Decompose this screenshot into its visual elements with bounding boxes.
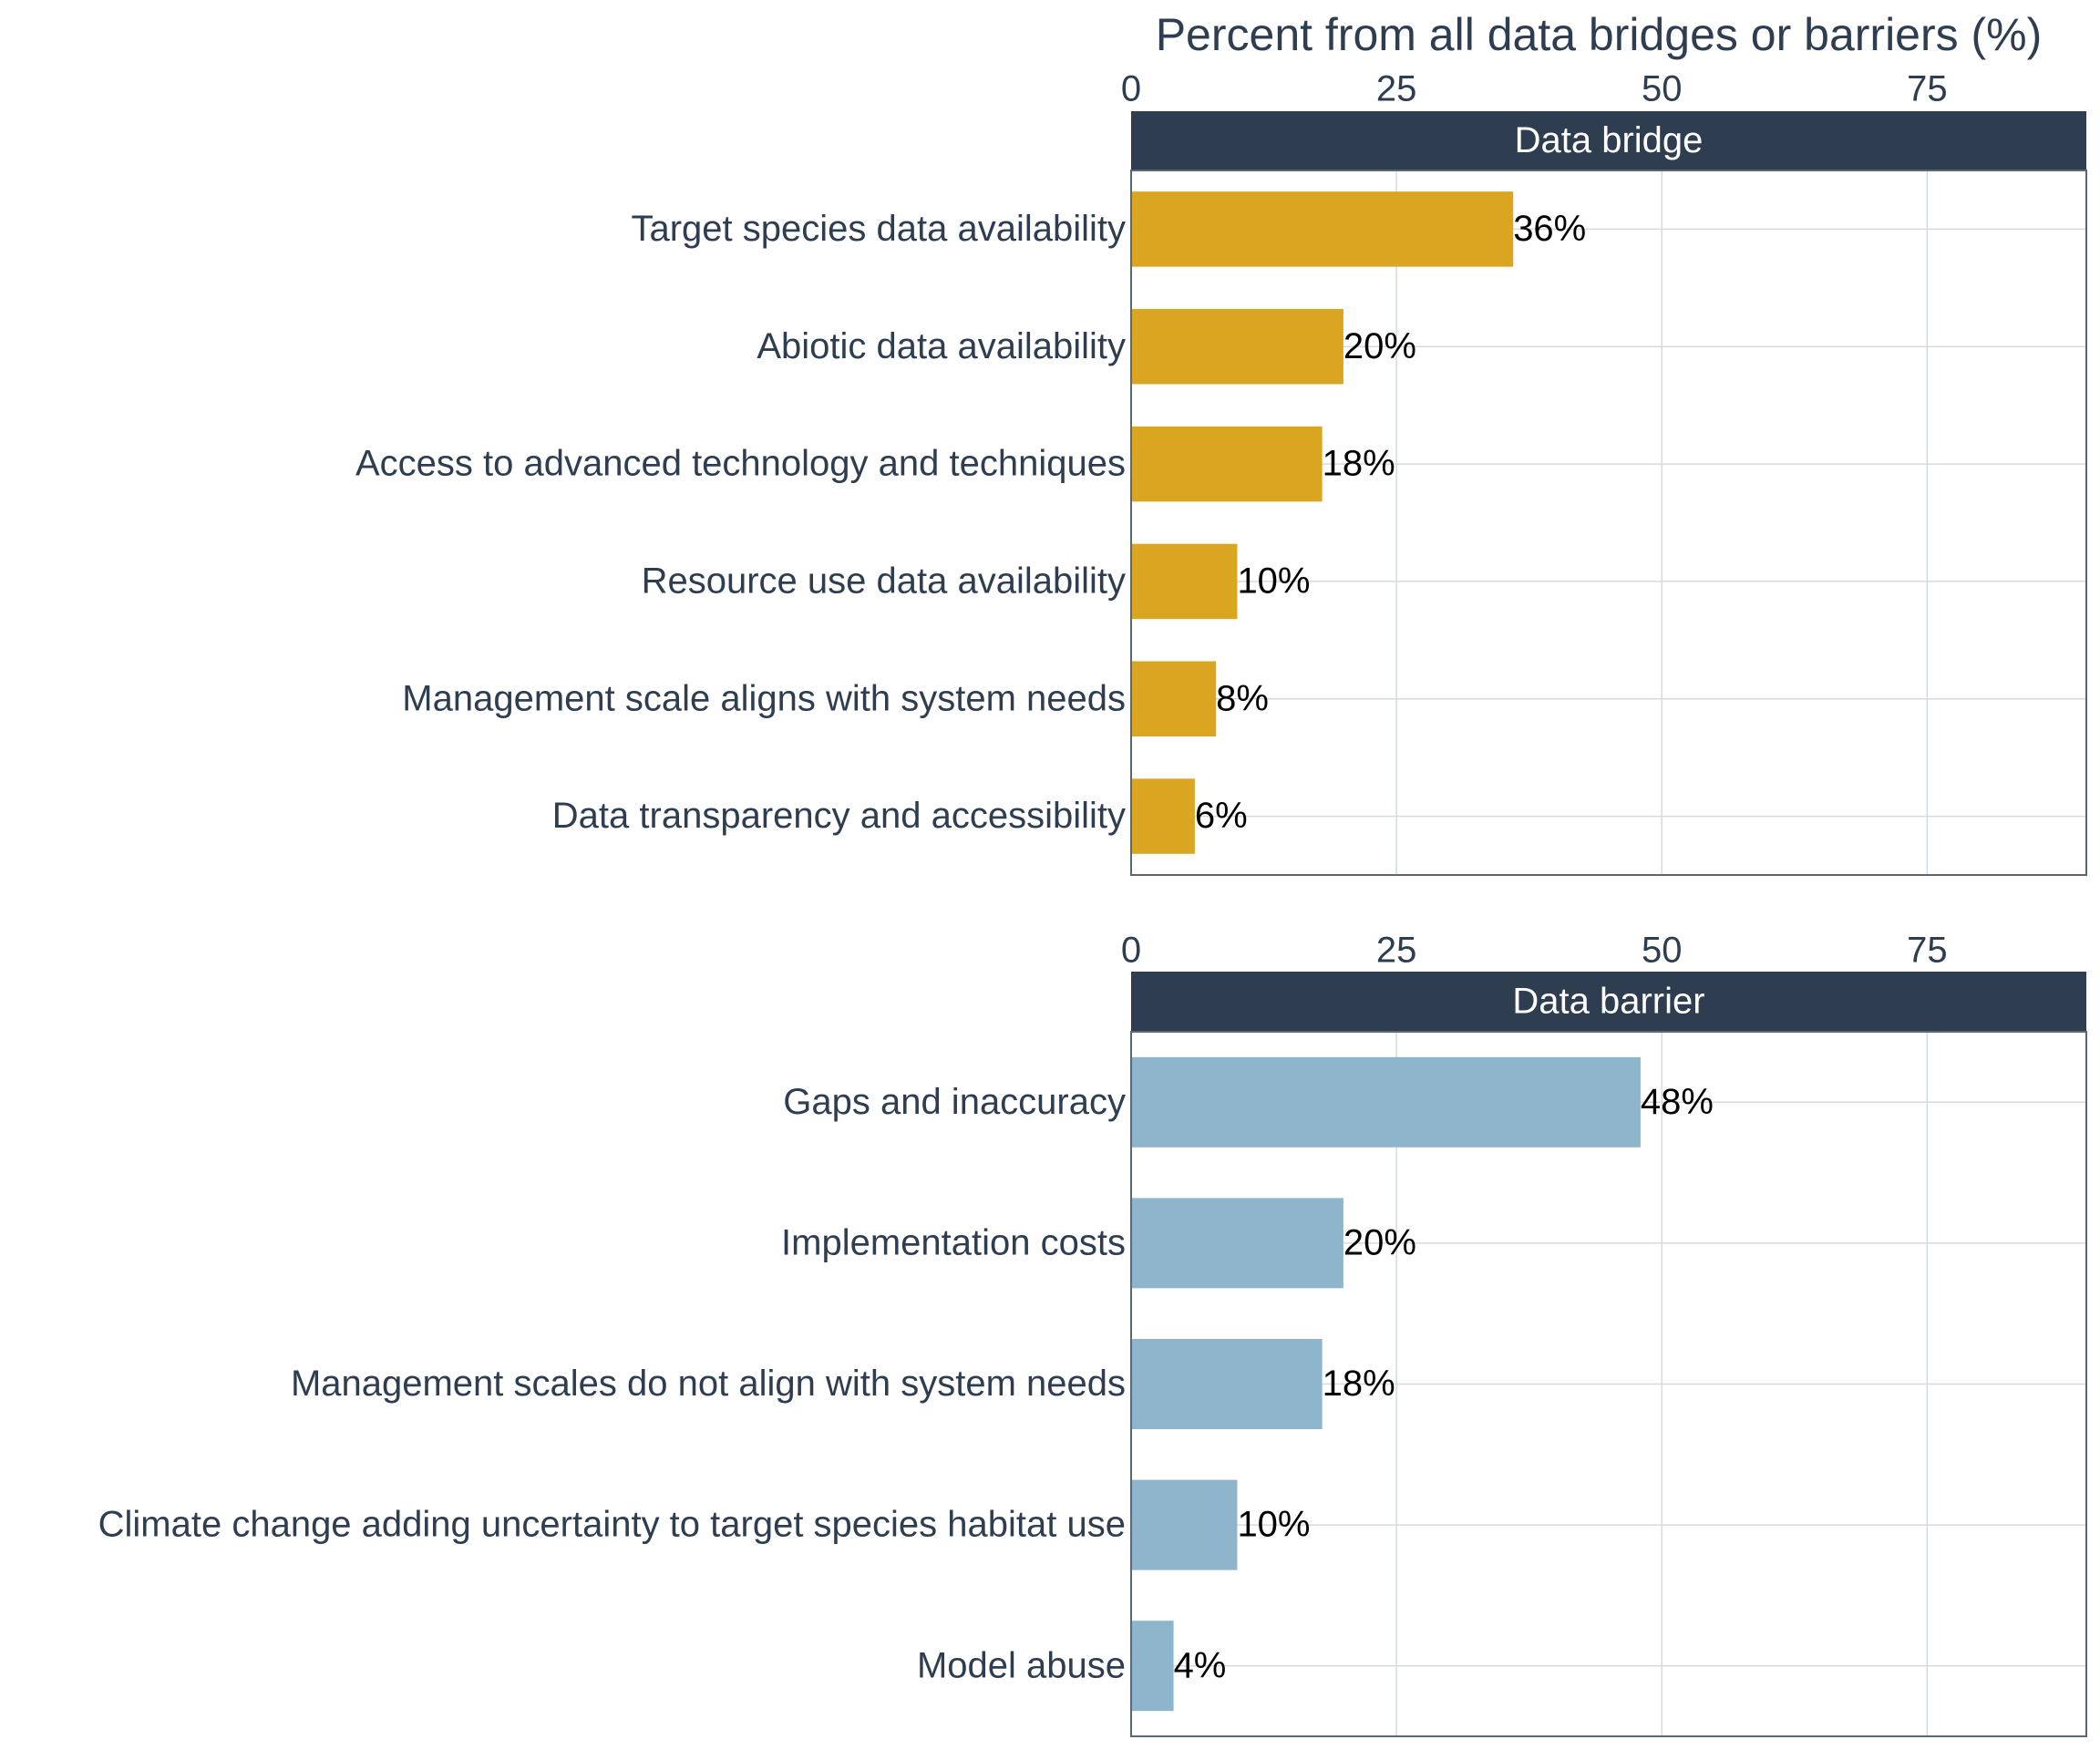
y-tick-label: Climate change adding uncertainty to tar… [98, 1505, 1126, 1545]
strip-label: Data barrier [1512, 982, 1704, 1022]
y-tick-label: Abiotic data availability [757, 326, 1126, 366]
value-label: 6% [1195, 796, 1248, 836]
value-label: 36% [1513, 209, 1586, 249]
bar [1131, 191, 1514, 267]
value-label: 10% [1237, 1505, 1310, 1545]
strip [1131, 111, 2086, 170]
value-label: 18% [1323, 444, 1395, 484]
bar [1131, 1621, 1174, 1712]
bar [1131, 1056, 1641, 1148]
y-tick-label: Target species data availability [631, 209, 1126, 249]
x-tick-label: 75 [1907, 69, 1948, 109]
y-tick-label: Resource use data availability [642, 561, 1126, 601]
strip [1131, 972, 2086, 1032]
value-label: 48% [1641, 1082, 1714, 1122]
y-tick-label: Implementation costs [781, 1222, 1126, 1262]
x-tick-label: 0 [1121, 69, 1141, 109]
x-tick-label: 25 [1376, 931, 1417, 971]
x-tick-label: 0 [1121, 931, 1141, 971]
value-label: 20% [1343, 326, 1416, 366]
y-tick-label: Management scales do not align with syst… [291, 1364, 1126, 1404]
y-tick-label: Access to advanced technology and techni… [355, 444, 1126, 484]
bar [1131, 1339, 1323, 1429]
panel-border [1130, 170, 2087, 876]
bar [1131, 1479, 1238, 1570]
axis-title: Percent from all data bridges or barrier… [1156, 9, 2043, 60]
x-tick-label: 50 [1642, 69, 1683, 109]
value-label: 20% [1343, 1222, 1416, 1262]
strip-label: Data bridge [1515, 120, 1704, 160]
bar [1131, 543, 1238, 620]
value-label: 8% [1216, 678, 1269, 718]
bar [1131, 1198, 1343, 1289]
value-label: 4% [1174, 1645, 1227, 1685]
y-tick-label: Gaps and inaccuracy [783, 1082, 1126, 1122]
x-tick-label: 25 [1376, 69, 1417, 109]
y-tick-label: Data transparency and accessibility [552, 796, 1126, 836]
y-tick-label: Management scale aligns with system need… [402, 678, 1126, 718]
x-tick-label: 50 [1642, 931, 1683, 971]
bar [1131, 778, 1195, 854]
y-tick-label: Model abuse [917, 1645, 1126, 1685]
bar [1131, 426, 1323, 502]
bar [1131, 309, 1343, 385]
x-tick-label: 75 [1907, 931, 1948, 971]
value-label: 10% [1237, 561, 1310, 601]
panel-border [1130, 1031, 2087, 1737]
bar [1131, 661, 1217, 736]
value-label: 18% [1323, 1364, 1395, 1404]
